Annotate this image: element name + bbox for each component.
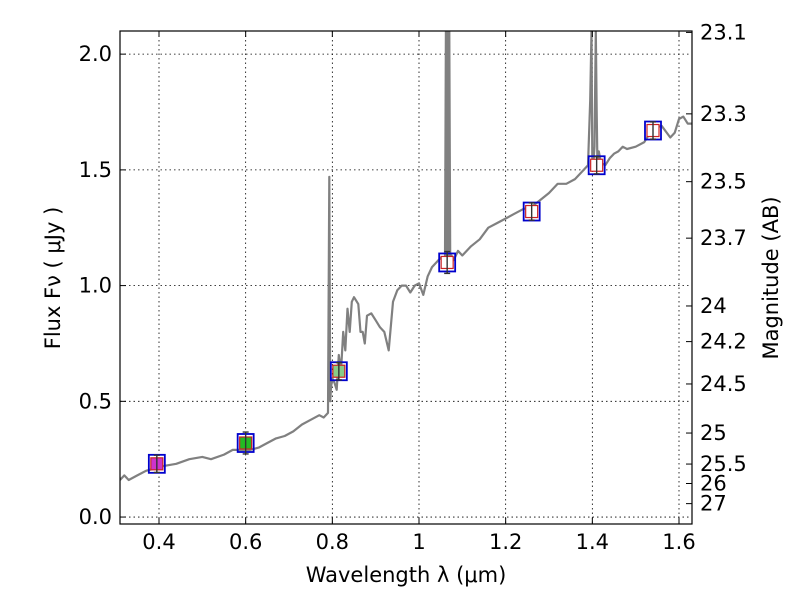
x-tick-label: 0.6 — [229, 530, 262, 554]
right-tick-label: 24.2 — [700, 330, 747, 354]
right-tick-label: 23.7 — [700, 226, 747, 250]
spectrum-layer — [120, 31, 692, 482]
right-tick-label: 25 — [700, 421, 727, 445]
plot-frame — [119, 30, 693, 525]
y-tick-label: 1.5 — [79, 158, 112, 182]
x-tick-label: 1.2 — [489, 530, 522, 554]
x-tick-label: 0.8 — [316, 530, 349, 554]
right-tick-label: 23.1 — [700, 20, 747, 44]
photometry-point — [644, 120, 662, 141]
y-axis-label: Flux Fν ( μJy ) — [41, 207, 65, 350]
x-axis-label: Wavelength λ (μm) — [306, 563, 507, 587]
x-axis: 0.4 0.6 0.8 1 1.2 1.4 1.6 — [142, 31, 696, 554]
photometry-point — [587, 155, 606, 176]
right-tick-label: 23.3 — [700, 102, 747, 126]
x-tick-label: 1.6 — [662, 530, 695, 554]
photometry-point — [522, 201, 541, 222]
right-tick-label: 24.5 — [700, 372, 747, 396]
photometry-point — [329, 361, 348, 382]
photometry-point — [438, 250, 457, 275]
right-tick-label: 26 — [700, 471, 727, 495]
y-axis: 0.0 0.5 1.0 1.5 2.0 — [79, 42, 126, 529]
y-tick-label: 0.0 — [79, 505, 112, 529]
y-tick-label: 1.0 — [79, 274, 112, 298]
right-tick-label: 25.5 — [700, 452, 747, 476]
grid — [120, 31, 692, 524]
right-tick-label: 24 — [700, 294, 727, 318]
x-tick-label: 1 — [412, 530, 425, 554]
x-tick-label: 1.4 — [576, 530, 609, 554]
photometry-point — [147, 453, 166, 474]
x-tick-label: 0.4 — [142, 530, 175, 554]
y-tick-label: 0.5 — [79, 389, 112, 413]
right-tick-label: 27 — [700, 492, 727, 516]
photometry-point — [236, 431, 255, 455]
photometry-layer — [147, 120, 662, 474]
right-axis-label: Magnitude (AB) — [759, 196, 783, 359]
y-tick-label: 2.0 — [79, 42, 112, 66]
right-tick-label: 23.5 — [700, 170, 747, 194]
spectrum-line — [120, 31, 692, 482]
